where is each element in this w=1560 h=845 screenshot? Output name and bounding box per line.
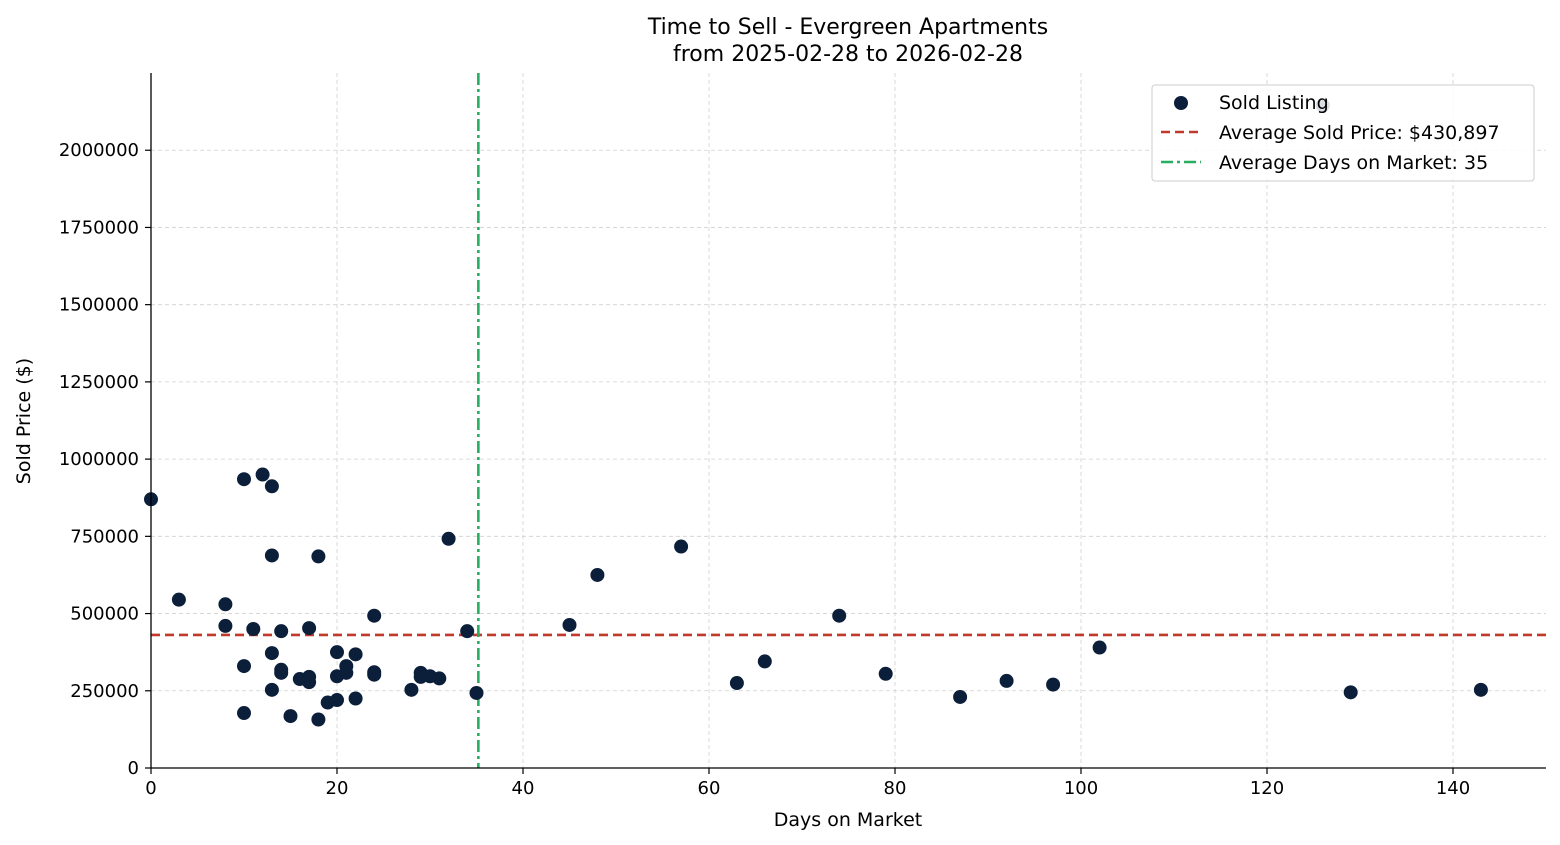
x-tick-label: 120 xyxy=(1250,778,1284,799)
data-point xyxy=(237,706,251,721)
x-axis-label: Days on Market xyxy=(774,809,922,831)
data-point xyxy=(264,548,279,563)
chart-title: Time to Sell - Evergreen Apartments xyxy=(647,15,1048,40)
data-point xyxy=(878,666,893,681)
legend: Sold Listing Average Sold Price: $430,89… xyxy=(1151,84,1535,182)
data-point xyxy=(562,617,577,632)
y-tick-label: 1250000 xyxy=(59,372,139,393)
data-point xyxy=(469,685,484,700)
data-point xyxy=(218,618,233,633)
data-point xyxy=(348,691,363,706)
data-point xyxy=(330,645,344,660)
data-point xyxy=(432,671,447,686)
data-point xyxy=(264,479,279,494)
legend-label-sold-listing: Sold Listing xyxy=(1219,92,1329,114)
data-point xyxy=(590,567,605,582)
y-axis-ticks: 0 250000 500000 750000 1000000 1250000 1500000… xyxy=(59,140,151,779)
data-point xyxy=(348,647,363,662)
y-tick-label: 2000000 xyxy=(59,140,139,161)
reference-lines xyxy=(151,73,1546,768)
data-point xyxy=(999,673,1014,688)
data-point xyxy=(757,654,772,669)
y-tick-label: 250000 xyxy=(70,681,139,702)
data-point xyxy=(264,646,279,661)
x-tick-label: 20 xyxy=(326,778,349,799)
x-tick-label: 60 xyxy=(698,778,721,799)
y-tick-label: 1500000 xyxy=(59,295,139,316)
data-point xyxy=(218,597,233,612)
data-point xyxy=(237,472,251,487)
data-point xyxy=(171,592,186,607)
x-tick-label: 0 xyxy=(145,778,156,799)
data-point xyxy=(674,539,689,554)
legend-box xyxy=(1151,84,1535,182)
data-point xyxy=(302,675,317,690)
y-tick-label: 750000 xyxy=(70,526,139,547)
data-point xyxy=(264,682,279,697)
data-point xyxy=(339,665,354,680)
data-point xyxy=(1343,685,1358,700)
y-tick-label: 0 xyxy=(128,758,139,779)
data-point xyxy=(367,667,382,682)
legend-label-average-price: Average Sold Price: $430,897 xyxy=(1219,122,1500,144)
legend-marker-sold-listing xyxy=(1174,96,1188,110)
data-point xyxy=(255,467,270,482)
grid xyxy=(151,73,1546,768)
data-point xyxy=(274,624,289,639)
data-point xyxy=(311,712,326,727)
data-point xyxy=(729,676,744,691)
data-point xyxy=(953,689,968,704)
x-tick-label: 80 xyxy=(884,778,907,799)
data-point xyxy=(246,622,261,636)
x-axis-ticks: 0 20 40 60 80 100 120 140 xyxy=(145,768,1470,799)
x-tick-label: 100 xyxy=(1064,778,1098,799)
data-point xyxy=(460,624,475,639)
data-point xyxy=(1473,682,1488,697)
data-point xyxy=(283,709,298,724)
data-point xyxy=(311,549,326,564)
data-point xyxy=(1046,677,1061,692)
y-tick-label: 1000000 xyxy=(59,449,139,470)
data-point xyxy=(367,608,382,623)
y-tick-label: 500000 xyxy=(70,604,139,625)
data-point xyxy=(302,621,317,636)
y-tick-label: 1750000 xyxy=(59,217,139,238)
data-point xyxy=(832,608,847,623)
data-point xyxy=(330,693,344,708)
legend-label-average-days: Average Days on Market: 35 xyxy=(1219,152,1488,174)
chart-subtitle: from 2025-02-28 to 2026-02-28 xyxy=(673,42,1023,67)
data-point xyxy=(441,531,456,546)
x-tick-label: 140 xyxy=(1436,778,1470,799)
y-axis-label: Sold Price ($) xyxy=(13,358,35,484)
x-tick-label: 40 xyxy=(512,778,535,799)
data-point xyxy=(274,665,289,680)
data-point xyxy=(237,659,251,674)
data-point xyxy=(1092,640,1107,655)
data-point xyxy=(404,682,419,697)
